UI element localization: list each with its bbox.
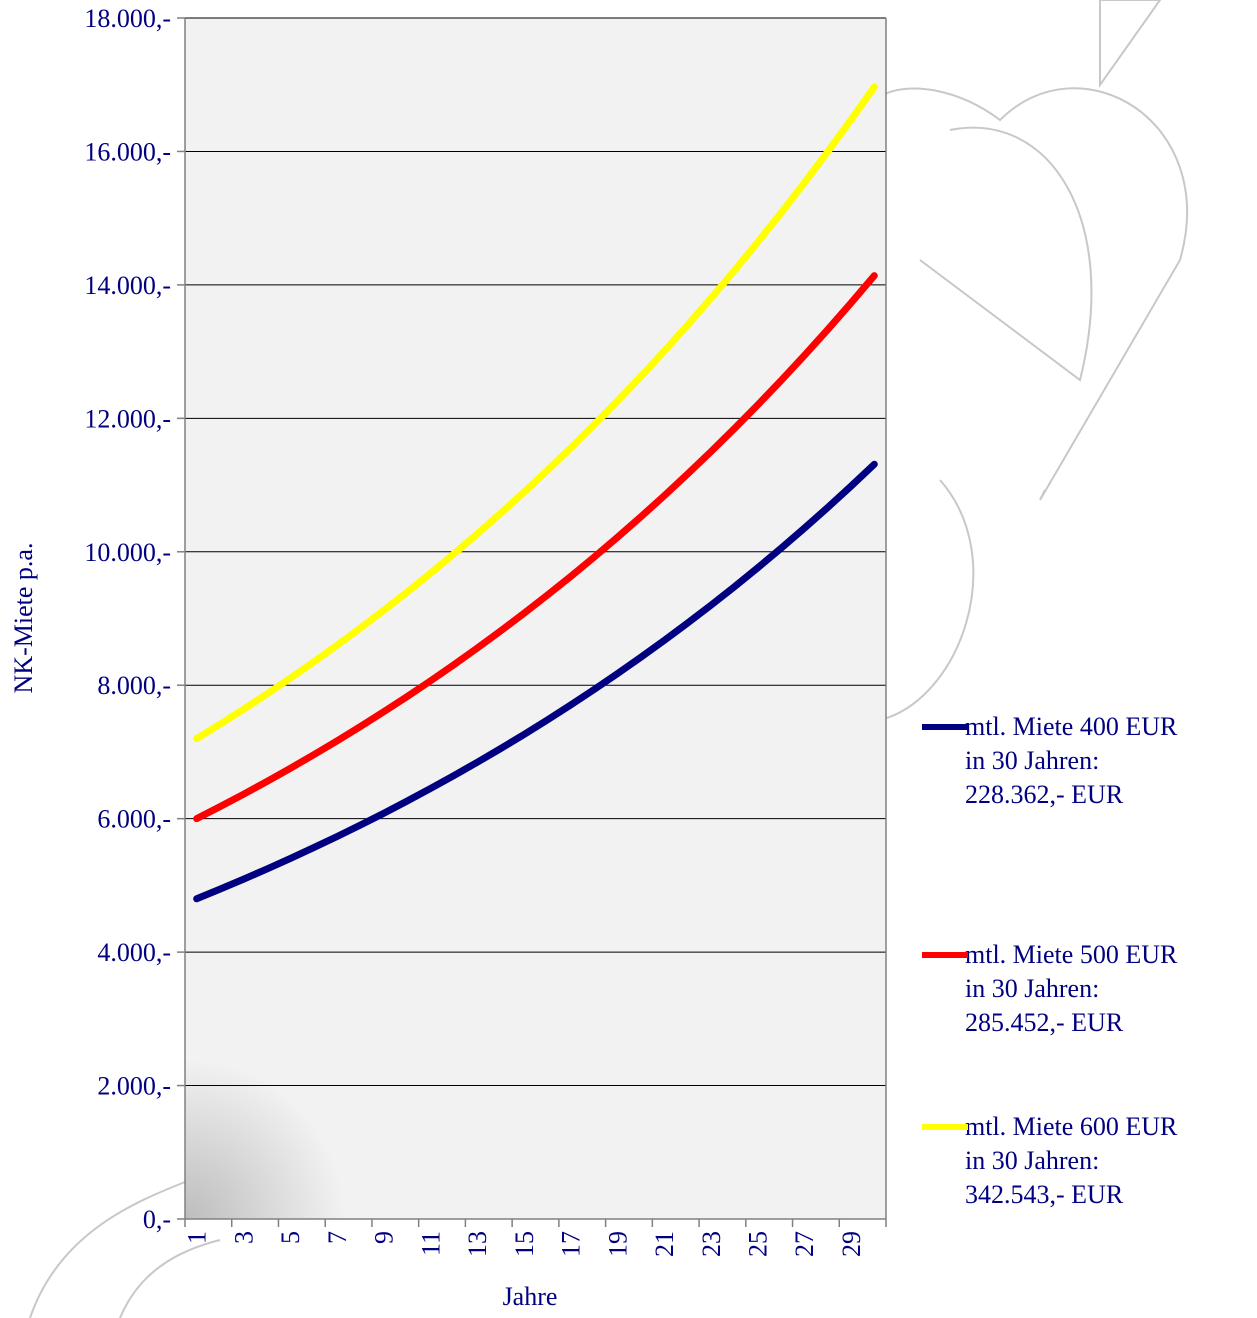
legend-label: mtl. Miete 400 EUR in 30 Jahren: 228.362… (965, 712, 1178, 809)
legend-entry: mtl. Miete 600 EUR in 30 Jahren: 342.543… (922, 1110, 1177, 1212)
y-tick-label: 10.000,- (84, 538, 171, 567)
y-axis-title: NK-Miete p.a. (9, 543, 38, 694)
x-tick-label: 5 (276, 1231, 305, 1244)
legend-label: mtl. Miete 600 EUR in 30 Jahren: 342.543… (965, 1112, 1178, 1209)
y-tick-label: 16.000,- (84, 137, 171, 166)
y-tick-label: 14.000,- (84, 271, 171, 300)
legend-label: mtl. Miete 500 EUR in 30 Jahren: 285.452… (965, 940, 1178, 1037)
y-tick-label: 12.000,- (84, 404, 171, 433)
y-tick-label: 0,- (143, 1205, 171, 1234)
series-line (193, 460, 878, 903)
legend-swatch (922, 1124, 968, 1130)
x-tick-label: 9 (370, 1231, 399, 1244)
x-axis-title: Jahre (503, 1282, 558, 1311)
x-tick-label: 15 (510, 1231, 539, 1257)
x-tick-label: 19 (603, 1231, 632, 1257)
x-tick-label: 13 (463, 1231, 492, 1257)
series-line (193, 272, 878, 823)
y-tick-label: 6.000,- (97, 805, 171, 834)
legend-swatch (922, 724, 968, 730)
x-tick-label: 3 (229, 1231, 258, 1244)
series-line (193, 83, 878, 743)
plot-shade (185, 1060, 385, 1219)
x-tick-label: 11 (416, 1231, 445, 1256)
y-tick-label: 18.000,- (84, 4, 171, 33)
plot-area (185, 18, 886, 1219)
x-tick-label: 17 (557, 1231, 586, 1257)
y-tick-label: 4.000,- (97, 938, 171, 967)
legend-entry: mtl. Miete 400 EUR in 30 Jahren: 228.362… (922, 710, 1177, 812)
x-tick-label: 23 (697, 1231, 726, 1257)
x-tick-label: 25 (743, 1231, 772, 1257)
x-tick-label: 21 (650, 1231, 679, 1257)
x-tick-label: 7 (323, 1231, 352, 1244)
y-tick-label: 2.000,- (97, 1072, 171, 1101)
y-tick-label: 8.000,- (97, 671, 171, 700)
x-tick-label: 1 (183, 1231, 212, 1244)
legend-swatch (922, 952, 968, 958)
legend-entry: mtl. Miete 500 EUR in 30 Jahren: 285.452… (922, 938, 1177, 1040)
x-tick-label: 27 (790, 1231, 819, 1257)
x-tick-label: 29 (837, 1231, 866, 1257)
